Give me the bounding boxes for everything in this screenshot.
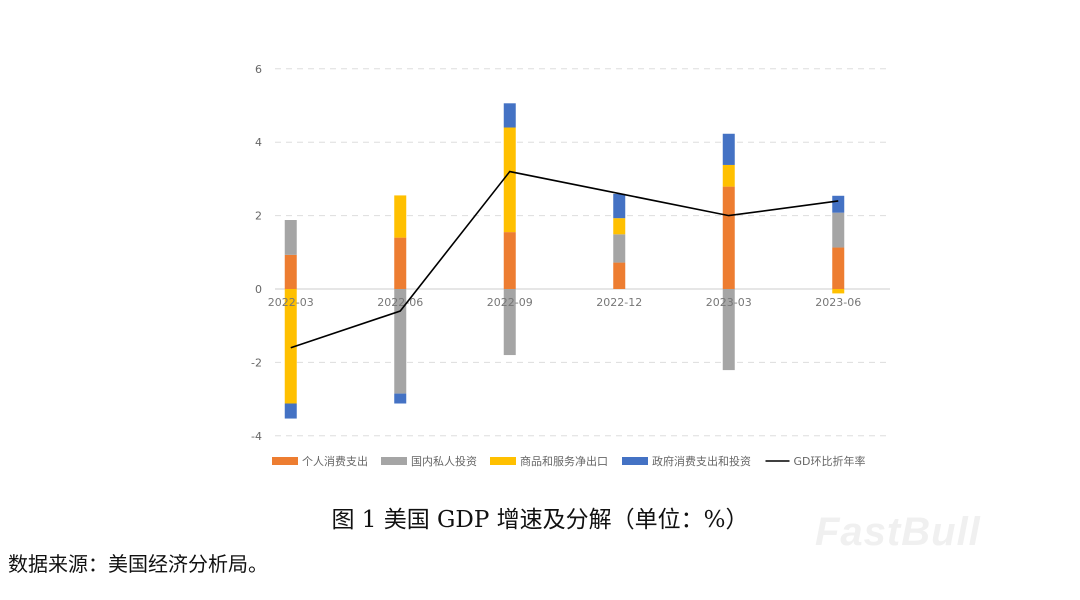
bar-segment xyxy=(832,247,845,289)
y-tick-label: 0 xyxy=(255,283,262,296)
legend-label: GD环比折年率 xyxy=(794,454,866,468)
gdp-line xyxy=(290,170,839,349)
bar-segment xyxy=(503,103,516,128)
bar-segment xyxy=(503,289,516,356)
bar-segment xyxy=(284,254,297,289)
y-tick-label: 6 xyxy=(255,63,262,76)
watermark-logo: FastBull xyxy=(815,510,981,554)
chart: -4 -2 0 2 4 6 2022-03 2022-06 2022-09 2022-12 2023… xyxy=(251,63,890,468)
bar-segment xyxy=(613,234,626,263)
legend-label: 商品和服务净出口 xyxy=(520,454,608,468)
bar-segment xyxy=(394,289,407,394)
bar-segment xyxy=(503,127,516,233)
legend-label: 政府消费支出和投资 xyxy=(652,454,751,468)
bar-segment xyxy=(613,218,626,235)
data-source: 数据来源：美国经济分析局。 xyxy=(8,552,268,576)
bar-segment xyxy=(722,133,735,165)
legend-swatch xyxy=(272,457,298,465)
bar-segment xyxy=(832,195,845,213)
bar-segment xyxy=(832,289,845,294)
bar-segment xyxy=(394,237,407,289)
y-tick-label: -2 xyxy=(251,356,262,369)
bar-segment xyxy=(284,403,297,419)
bar-segment xyxy=(832,212,845,248)
x-tick-label: 2022-09 xyxy=(487,296,533,309)
bar-segment xyxy=(613,193,626,219)
legend-label: 国内私人投资 xyxy=(411,454,477,468)
legend-label: 个人消费支出 xyxy=(302,454,368,468)
bar-segment xyxy=(613,262,626,289)
x-tick-label: 2022-03 xyxy=(268,296,314,309)
bar-segment xyxy=(722,186,735,289)
legend-swatch xyxy=(381,457,407,465)
bar-segment xyxy=(722,164,735,187)
bar-segment xyxy=(503,232,516,289)
bar-segment xyxy=(284,289,297,404)
x-tick-label: 2023-03 xyxy=(706,296,752,309)
y-tick-label: 2 xyxy=(255,210,262,223)
legend-swatch xyxy=(490,457,516,465)
x-tick-label: 2023-06 xyxy=(815,296,861,309)
bar-segment xyxy=(722,289,735,371)
legend-swatch xyxy=(622,457,648,465)
bar-segment xyxy=(394,393,407,404)
bar-segment xyxy=(284,220,297,255)
bar-segment xyxy=(394,195,407,238)
figure-caption: 图 1 美国 GDP 增速及分解（单位：%） xyxy=(331,507,749,533)
y-tick-label: -4 xyxy=(251,430,262,443)
x-tick-label: 2022-12 xyxy=(596,296,642,309)
x-tick-label: 2022-06 xyxy=(377,296,423,309)
y-tick-label: 4 xyxy=(255,136,262,149)
